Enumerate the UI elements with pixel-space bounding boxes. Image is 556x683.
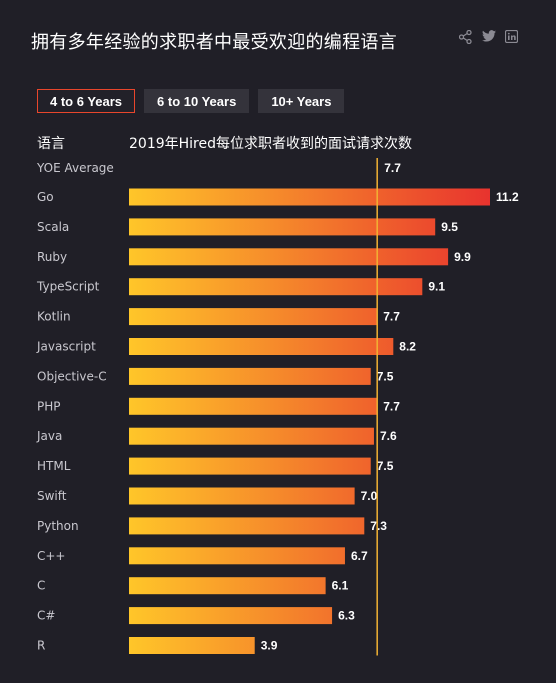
bar <box>129 427 374 445</box>
value-label: 7.7 <box>383 399 400 413</box>
average-label: YOE Average <box>36 161 114 175</box>
value-label: 9.5 <box>441 220 458 234</box>
category-label: Objective-C <box>37 369 107 383</box>
category-label: TypeScript <box>36 280 100 294</box>
value-label: 11.2 <box>496 190 519 204</box>
category-label: C# <box>37 609 55 623</box>
value-label: 7.6 <box>380 429 397 443</box>
value-label: 6.3 <box>338 609 355 623</box>
value-label: 8.2 <box>399 340 416 354</box>
twitter-icon[interactable] <box>482 30 496 42</box>
tab-6-to-10-years[interactable]: 6 to 10 Years <box>144 89 250 113</box>
category-label: Javascript <box>36 340 96 354</box>
bar <box>129 397 378 415</box>
category-label: Swift <box>37 489 67 503</box>
bar <box>129 188 490 206</box>
category-label: Java <box>36 429 62 443</box>
chart-subtitle: 2019年Hired每位求职者收到的面试请求次数 <box>129 136 412 152</box>
value-label: 7.3 <box>370 519 387 533</box>
share-icon[interactable] <box>459 30 472 44</box>
value-label: 6.1 <box>332 579 349 593</box>
category-label: Ruby <box>37 250 67 264</box>
category-label: PHP <box>37 399 61 413</box>
category-label: Scala <box>37 220 69 234</box>
bar <box>129 248 449 266</box>
category-label: Go <box>37 190 54 204</box>
bar <box>129 457 371 475</box>
experience-tabs: 4 to 6 Years 6 to 10 Years 10+ Years <box>37 89 345 113</box>
category-label: C++ <box>37 549 66 563</box>
bar <box>129 338 394 355</box>
value-label: 7.0 <box>361 489 378 503</box>
value-label: 9.1 <box>428 280 445 294</box>
bar <box>129 637 255 654</box>
bar <box>129 367 371 385</box>
average-value-label: 7.7 <box>384 161 401 175</box>
category-label: Python <box>37 519 79 533</box>
linkedin-icon[interactable] <box>505 30 518 43</box>
bar <box>129 218 436 236</box>
value-label: 7.5 <box>377 459 394 473</box>
category-header: 语言 <box>37 136 65 152</box>
bar <box>129 308 378 326</box>
bar <box>129 517 365 535</box>
value-label: 7.5 <box>377 369 394 383</box>
value-label: 6.7 <box>351 549 368 563</box>
bar <box>129 278 423 296</box>
category-label: C <box>37 579 45 593</box>
chart-title: 拥有多年经验的求职者中最受欢迎的编程语言 <box>31 32 397 53</box>
tab-10-plus-years[interactable]: 10+ Years <box>258 89 345 113</box>
value-label: 7.7 <box>383 310 400 324</box>
bar <box>129 487 355 505</box>
tab-4-to-6-years[interactable]: 4 to 6 Years <box>37 89 136 113</box>
bar <box>129 577 326 595</box>
category-label: HTML <box>37 459 71 473</box>
bar <box>129 547 345 565</box>
bar <box>129 607 333 625</box>
category-label: Kotlin <box>37 310 71 324</box>
value-label: 9.9 <box>454 250 471 264</box>
category-label: R <box>37 639 45 653</box>
value-label: 3.9 <box>261 639 278 653</box>
